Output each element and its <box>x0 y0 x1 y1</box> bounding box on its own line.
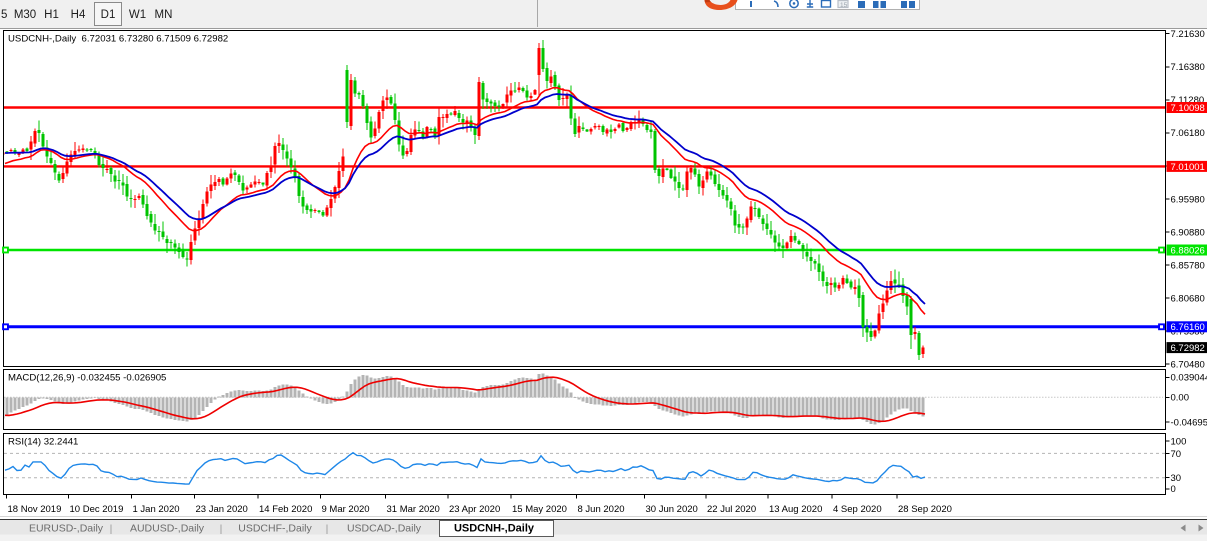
svg-text:USDCNH-,Daily: USDCNH-,Daily <box>454 523 535 535</box>
svg-text:USDCHF-,Daily: USDCHF-,Daily <box>238 523 312 535</box>
svg-text:7.21630: 7.21630 <box>1171 29 1205 40</box>
svg-text:0.00: 0.00 <box>1171 393 1190 404</box>
svg-text:1 Jan 2020: 1 Jan 2020 <box>133 504 180 515</box>
svg-text:H1: H1 <box>44 9 59 21</box>
svg-text:D1: D1 <box>101 9 116 21</box>
svg-text:6.76160: 6.76160 <box>1171 322 1205 333</box>
svg-text:7.10098: 7.10098 <box>1171 103 1205 114</box>
svg-text:6.90880: 6.90880 <box>1171 227 1205 238</box>
svg-text:6.85780: 6.85780 <box>1171 260 1205 271</box>
svg-text:MACD(12,26,9) -0.032455 -0.026: MACD(12,26,9) -0.032455 -0.026905 <box>8 373 166 384</box>
svg-text:6.70480: 6.70480 <box>1171 359 1205 370</box>
svg-text:USDCAD-,Daily: USDCAD-,Daily <box>347 523 422 535</box>
svg-text:7.16380: 7.16380 <box>1171 62 1205 73</box>
svg-text:8 Jun 2020: 8 Jun 2020 <box>578 504 625 515</box>
svg-text:6.95980: 6.95980 <box>1171 194 1205 205</box>
svg-text:M30: M30 <box>14 9 36 21</box>
svg-text:0.039044: 0.039044 <box>1171 373 1207 384</box>
svg-text:USDCNH-,Daily 6.72031 6.73280: USDCNH-,Daily 6.72031 6.73280 6.71509 6.… <box>8 34 228 45</box>
svg-text:7.06180: 7.06180 <box>1171 128 1205 139</box>
svg-text:6.88026: 6.88026 <box>1171 245 1205 256</box>
svg-text:6.72982: 6.72982 <box>1171 343 1205 354</box>
svg-text:H4: H4 <box>71 9 86 21</box>
svg-text:30: 30 <box>1171 473 1182 484</box>
svg-text:7.01001: 7.01001 <box>1171 162 1205 173</box>
svg-text:13 Aug 2020: 13 Aug 2020 <box>769 504 822 515</box>
svg-text:30 Jun 2020: 30 Jun 2020 <box>646 504 698 515</box>
svg-text:15: 15 <box>840 2 848 9</box>
svg-text:AUDUSD-,Daily: AUDUSD-,Daily <box>130 523 205 535</box>
svg-text:9 Mar 2020: 9 Mar 2020 <box>322 504 370 515</box>
svg-text:EURUSD-,Daily: EURUSD-,Daily <box>29 523 104 535</box>
svg-text:W1: W1 <box>129 9 146 21</box>
svg-text:70: 70 <box>1171 449 1182 460</box>
svg-text:15 May 2020: 15 May 2020 <box>512 504 567 515</box>
svg-text:|: | <box>110 523 113 535</box>
svg-text:14 Feb 2020: 14 Feb 2020 <box>259 504 312 515</box>
svg-text:31 Mar 2020: 31 Mar 2020 <box>387 504 440 515</box>
svg-text:100: 100 <box>1171 436 1187 447</box>
svg-text:18 Nov 2019: 18 Nov 2019 <box>8 504 62 515</box>
svg-text:23 Jan 2020: 23 Jan 2020 <box>196 504 248 515</box>
svg-text:5: 5 <box>1 9 7 21</box>
svg-text:-0.046955: -0.046955 <box>1171 417 1207 428</box>
svg-text:10 Dec 2019: 10 Dec 2019 <box>70 504 124 515</box>
svg-text:4 Sep 2020: 4 Sep 2020 <box>833 504 882 515</box>
svg-text:7.11280: 7.11280 <box>1171 95 1205 106</box>
svg-text:28 Sep 2020: 28 Sep 2020 <box>898 504 952 515</box>
svg-text:|: | <box>220 523 223 535</box>
svg-text:|: | <box>326 523 329 535</box>
svg-text:MN: MN <box>155 9 173 21</box>
svg-text:23 Apr 2020: 23 Apr 2020 <box>449 504 500 515</box>
svg-text:RSI(14) 32.2441: RSI(14) 32.2441 <box>8 437 78 448</box>
svg-text:22 Jul 2020: 22 Jul 2020 <box>707 504 756 515</box>
svg-text:6.80680: 6.80680 <box>1171 293 1205 304</box>
svg-text:0: 0 <box>1171 484 1176 495</box>
